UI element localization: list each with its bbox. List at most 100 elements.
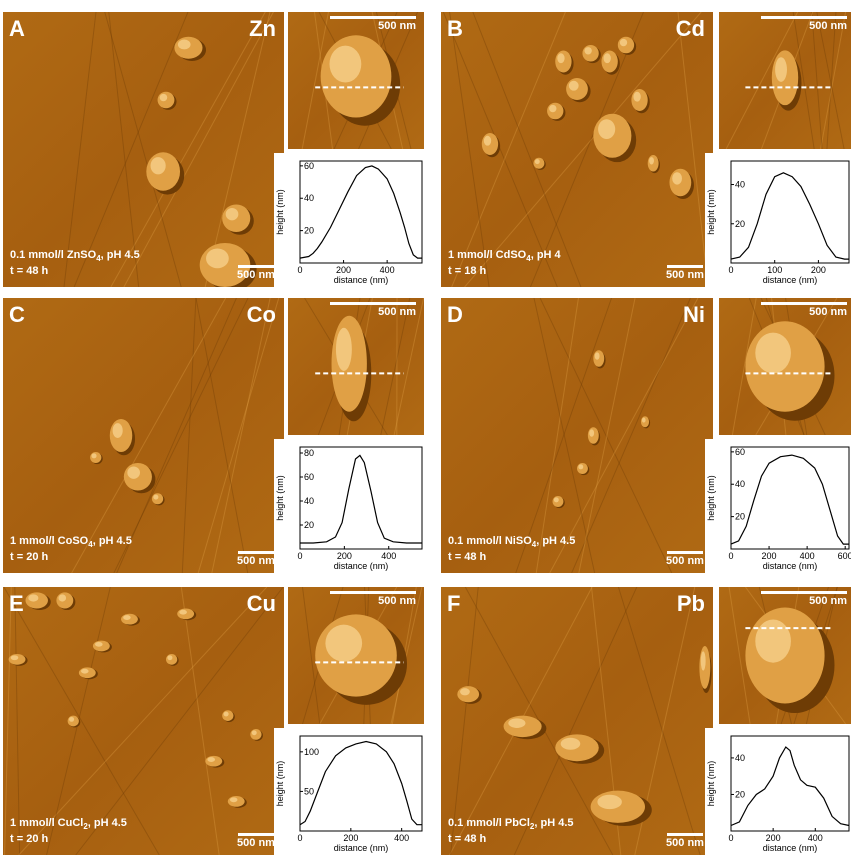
afm-main-4 [3,587,284,855]
x-axis-label: distance (nm) [763,275,818,285]
afm-main-1 [441,12,713,287]
scalebar-text: 500 nm [809,20,847,32]
y-axis-label: height (nm) [706,475,716,521]
deposit-highlight [206,248,229,269]
profile-line [745,372,832,375]
deposit-highlight [700,651,706,671]
deposit-highlight [633,91,641,102]
terrace-step [211,298,271,573]
terrace-step [449,12,490,287]
condition-text: 1 mmol/l CoSO [10,534,89,547]
deposit-highlight [80,668,89,674]
main-scalebar: 500 nm [234,265,278,281]
terrace-step [571,298,691,573]
y-tick-label: 60 [735,447,745,457]
condition-text: 1 mmol/l CuCl [10,816,84,829]
scalebar-text: 500 nm [809,306,847,318]
terrace-step [513,587,638,855]
x-tick-label: 0 [297,833,302,843]
deposit-highlight [91,453,97,459]
deposit-highlight [560,737,581,750]
deposit-highlight [603,53,611,64]
plot-frame [730,446,850,550]
y-axis-label: height (nm) [275,761,285,807]
profile-line [315,86,404,89]
time-label: t = 18 h [448,265,487,277]
inset-scalebar: 500 nm [324,302,420,318]
condition-subscript: 4 [526,254,531,263]
y-tick-label: 80 [304,448,314,458]
deposit-highlight [483,135,492,146]
plot-frame [299,446,423,550]
terrace-step [110,12,266,287]
terrace-step [301,587,321,724]
x-tick-label: 0 [297,551,302,561]
deposit-highlight [58,594,67,602]
terrace-step [73,12,189,287]
afm-inset-image: 500 nm [288,12,424,149]
main-scalebar: 500 nm [663,551,707,567]
deposit-highlight [589,429,595,437]
y-axis-label: height (nm) [275,475,285,521]
x-tick-label: 400 [394,833,409,843]
scalebar-text: 500 nm [237,269,275,281]
terrace-step [464,12,702,287]
terrace-step [533,298,596,573]
x-tick-label: 0 [297,265,302,275]
terrace-step [116,298,237,573]
profile-line [745,627,832,630]
inset-scalebar: 500 nm [324,591,420,607]
terrace-step [535,298,579,573]
x-tick-label: 0 [728,265,733,275]
condition-ph: , pH 4.5 [100,248,140,261]
y-tick-label: 40 [304,193,314,203]
scalebar-line [667,265,703,268]
profile-svg: 0 100 200 20 40 distance (nm) height (nm) [706,160,850,285]
deposit-highlight [578,464,584,470]
condition-ph: , pH 4.5 [92,534,132,547]
terrace-step [811,12,823,149]
condition-text: 0.1 mmol/l PbCl [448,816,530,829]
scalebar-line [761,16,847,19]
scalebar-line [330,16,416,19]
deposit-highlight [460,688,470,696]
scalebar-line [238,551,274,554]
height-profile-line [299,165,422,259]
deposit-highlight [641,417,646,423]
afm-main-image: B Cd 1 mmol/l CdSO4, pH 4 t = 18 h 500 nm [441,12,713,287]
deposit-highlight [584,47,592,55]
time-label: t = 48 h [448,833,487,845]
profile-svg: 0 200 400 20 40 60 distance (nm) height (nm) [275,160,423,285]
deposit-highlight [153,494,159,500]
y-tick-label: 20 [735,512,745,522]
condition-label: 1 mmol/l CuCl2, pH 4.5 [10,817,127,831]
terrace-step [3,587,160,855]
height-profile-chart: 0 200 400 20 40 60 80 distance (nm) height (nm) [274,439,424,573]
deposit-highlight [568,80,579,91]
deposit-highlight [127,466,140,479]
afm-inset-4 [288,587,424,724]
profile-svg: 0 200 400 20 40 60 80 distance (nm) height (nm) [275,446,423,571]
afm-main-image: F Pb 0.1 mmol/l PbCl2, pH 4.5 t = 48 h 500 n… [441,587,713,855]
terrace-step [204,12,271,287]
terrace-step [515,298,613,573]
deposit-highlight [223,711,229,717]
condition-subscript: 4 [96,254,101,263]
scalebar-text: 500 nm [666,269,704,281]
deposit-highlight [229,797,238,803]
scalebar-line [761,302,847,305]
height-profile-line [730,454,849,545]
deposit-highlight [150,157,166,175]
afm-main-3 [441,298,713,573]
afm-inset-image: 500 nm [288,587,424,724]
scalebar-line [667,833,703,836]
afm-inset-image: 500 nm [719,12,851,149]
profile-svg: 0 200 400 600 20 40 60 distance (nm) height (nm) [706,446,851,571]
scalebar-line [761,591,847,594]
y-tick-label: 20 [735,219,745,229]
condition-label: 0.1 mmol/l ZnSO4, pH 4.5 [10,249,140,263]
x-axis-label: distance (nm) [334,843,389,853]
panel-letter: F [447,591,461,616]
deposit-highlight [534,159,540,165]
y-tick-label: 60 [304,161,314,171]
